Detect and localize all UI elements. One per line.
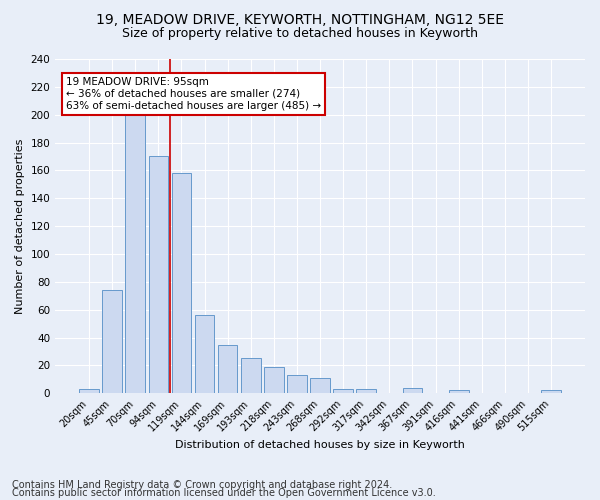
- Text: 19 MEADOW DRIVE: 95sqm
← 36% of detached houses are smaller (274)
63% of semi-de: 19 MEADOW DRIVE: 95sqm ← 36% of detached…: [66, 78, 321, 110]
- Text: Size of property relative to detached houses in Keyworth: Size of property relative to detached ho…: [122, 28, 478, 40]
- Bar: [79, 389, 99, 394]
- Text: Contains HM Land Registry data © Crown copyright and database right 2024.: Contains HM Land Registry data © Crown c…: [12, 480, 392, 490]
- Bar: [403, 388, 422, 394]
- Bar: [241, 358, 260, 394]
- Bar: [125, 114, 145, 394]
- Bar: [218, 344, 238, 394]
- Bar: [334, 389, 353, 394]
- Bar: [356, 389, 376, 394]
- Bar: [149, 156, 168, 394]
- Bar: [541, 390, 561, 394]
- Bar: [310, 378, 330, 394]
- Y-axis label: Number of detached properties: Number of detached properties: [15, 138, 25, 314]
- Bar: [264, 367, 284, 394]
- Bar: [103, 290, 122, 394]
- X-axis label: Distribution of detached houses by size in Keyworth: Distribution of detached houses by size …: [175, 440, 465, 450]
- Text: 19, MEADOW DRIVE, KEYWORTH, NOTTINGHAM, NG12 5EE: 19, MEADOW DRIVE, KEYWORTH, NOTTINGHAM, …: [96, 12, 504, 26]
- Bar: [172, 173, 191, 394]
- Bar: [449, 390, 469, 394]
- Bar: [195, 316, 214, 394]
- Text: Contains public sector information licensed under the Open Government Licence v3: Contains public sector information licen…: [12, 488, 436, 498]
- Bar: [287, 375, 307, 394]
